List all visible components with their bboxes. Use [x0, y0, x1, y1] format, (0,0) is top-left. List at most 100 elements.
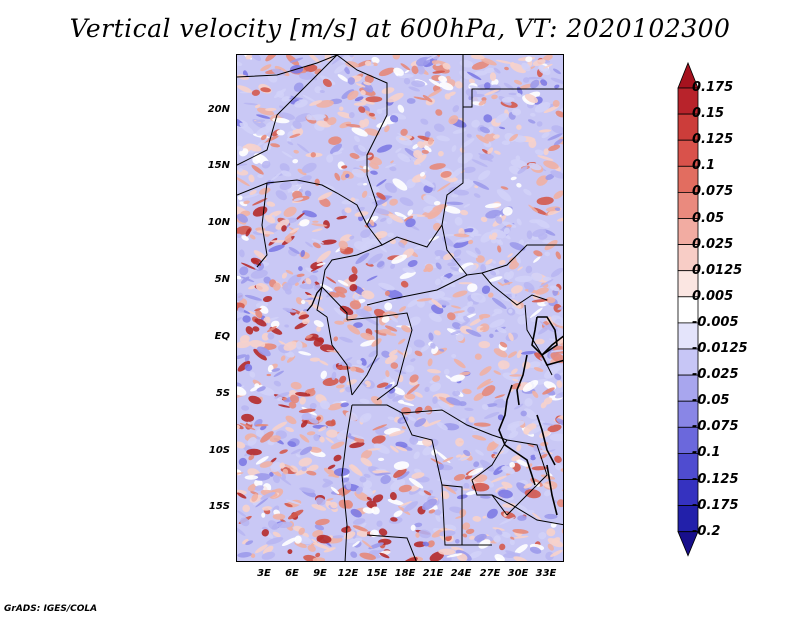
border-line — [352, 404, 508, 441]
field-blob — [370, 238, 379, 245]
field-blob — [466, 71, 482, 81]
field-blob — [254, 308, 262, 312]
colorbar-tick-label: -0.1 — [692, 445, 721, 461]
field-blob — [389, 492, 397, 501]
field-blob — [529, 219, 541, 224]
field-blob — [503, 272, 512, 281]
field-blob — [424, 131, 431, 138]
field-blob — [553, 138, 563, 146]
field-blob — [272, 513, 286, 520]
field-blob — [237, 85, 253, 93]
field-blob — [384, 125, 390, 133]
field-blob — [414, 418, 427, 428]
field-blob — [337, 111, 353, 119]
field-blob — [245, 143, 262, 152]
field-blob — [268, 210, 282, 218]
field-blob — [472, 435, 487, 441]
field-blob — [497, 414, 504, 421]
field-blob — [380, 474, 391, 485]
field-blob — [481, 385, 496, 397]
field-blob — [254, 104, 261, 109]
field-blob — [428, 79, 442, 87]
field-blob — [442, 62, 451, 70]
field-blob — [431, 449, 438, 456]
field-blob — [414, 350, 423, 357]
field-blob — [255, 456, 269, 465]
field-blob — [237, 492, 247, 499]
field-blob — [299, 487, 316, 493]
field-blob — [288, 246, 300, 255]
field-blob — [534, 338, 545, 345]
field-blob — [436, 421, 448, 431]
field-blob — [363, 182, 368, 186]
field-blob — [550, 522, 557, 528]
border-line — [401, 412, 492, 546]
field-blob — [426, 55, 439, 61]
field-blob — [491, 260, 497, 264]
field-blob — [316, 326, 322, 332]
field-blob — [369, 219, 375, 226]
field-blob — [411, 472, 425, 479]
field-blob — [285, 269, 294, 275]
field-blob — [402, 556, 418, 561]
field-blob — [524, 489, 541, 499]
field-blob — [237, 307, 245, 313]
lat-tick-label: 10N — [207, 217, 230, 228]
field-blob — [239, 122, 254, 135]
field-blob — [376, 144, 393, 153]
field-blob — [290, 381, 302, 390]
field-blob — [359, 552, 376, 560]
lon-tick-label: 6E — [285, 568, 299, 579]
colorbar-tick-label: -0.05 — [692, 393, 730, 409]
field-blob — [524, 398, 533, 407]
field-blob — [543, 160, 559, 170]
field-blob — [326, 154, 334, 163]
field-blob — [409, 485, 420, 492]
field-blob — [244, 294, 262, 301]
field-blob — [468, 550, 482, 559]
field-blob — [501, 531, 511, 538]
field-blob — [547, 424, 562, 433]
border-line — [237, 179, 368, 226]
field-blob — [473, 461, 480, 468]
field-blob — [364, 128, 380, 136]
field-blob — [351, 364, 365, 368]
border-line — [441, 107, 464, 226]
field-blob — [487, 147, 494, 155]
field-blob — [237, 382, 242, 387]
field-blob — [523, 77, 530, 83]
field-blob — [279, 181, 292, 191]
field-blob — [453, 310, 465, 314]
field-blob — [521, 62, 531, 72]
field-blob — [314, 524, 325, 531]
field-blob — [320, 370, 328, 379]
field-blob — [423, 145, 432, 153]
field-blob — [497, 245, 502, 253]
field-blob — [252, 155, 261, 164]
field-blob — [335, 384, 345, 389]
field-blob — [439, 530, 456, 537]
colorbar-tick-label: -0.2 — [692, 523, 721, 539]
field-blob — [407, 298, 420, 308]
field-blob — [399, 501, 412, 507]
field-blob — [296, 143, 310, 154]
field-blob — [293, 149, 299, 154]
field-blob — [497, 360, 510, 370]
field-blob — [359, 119, 366, 129]
field-blob — [413, 244, 428, 250]
field-blob — [510, 159, 527, 169]
field-blob — [349, 441, 365, 449]
field-blob — [509, 462, 516, 468]
field-blob — [509, 133, 519, 142]
field-blob — [479, 495, 491, 499]
field-blob — [495, 59, 513, 65]
field-blob — [307, 544, 316, 552]
field-blob — [262, 483, 272, 492]
field-blob — [486, 403, 498, 408]
field-blob — [344, 66, 350, 75]
field-blob — [520, 410, 527, 417]
field-blob — [384, 384, 393, 390]
field-blob — [539, 453, 548, 459]
field-blob — [501, 481, 513, 489]
field-blob — [551, 125, 563, 134]
